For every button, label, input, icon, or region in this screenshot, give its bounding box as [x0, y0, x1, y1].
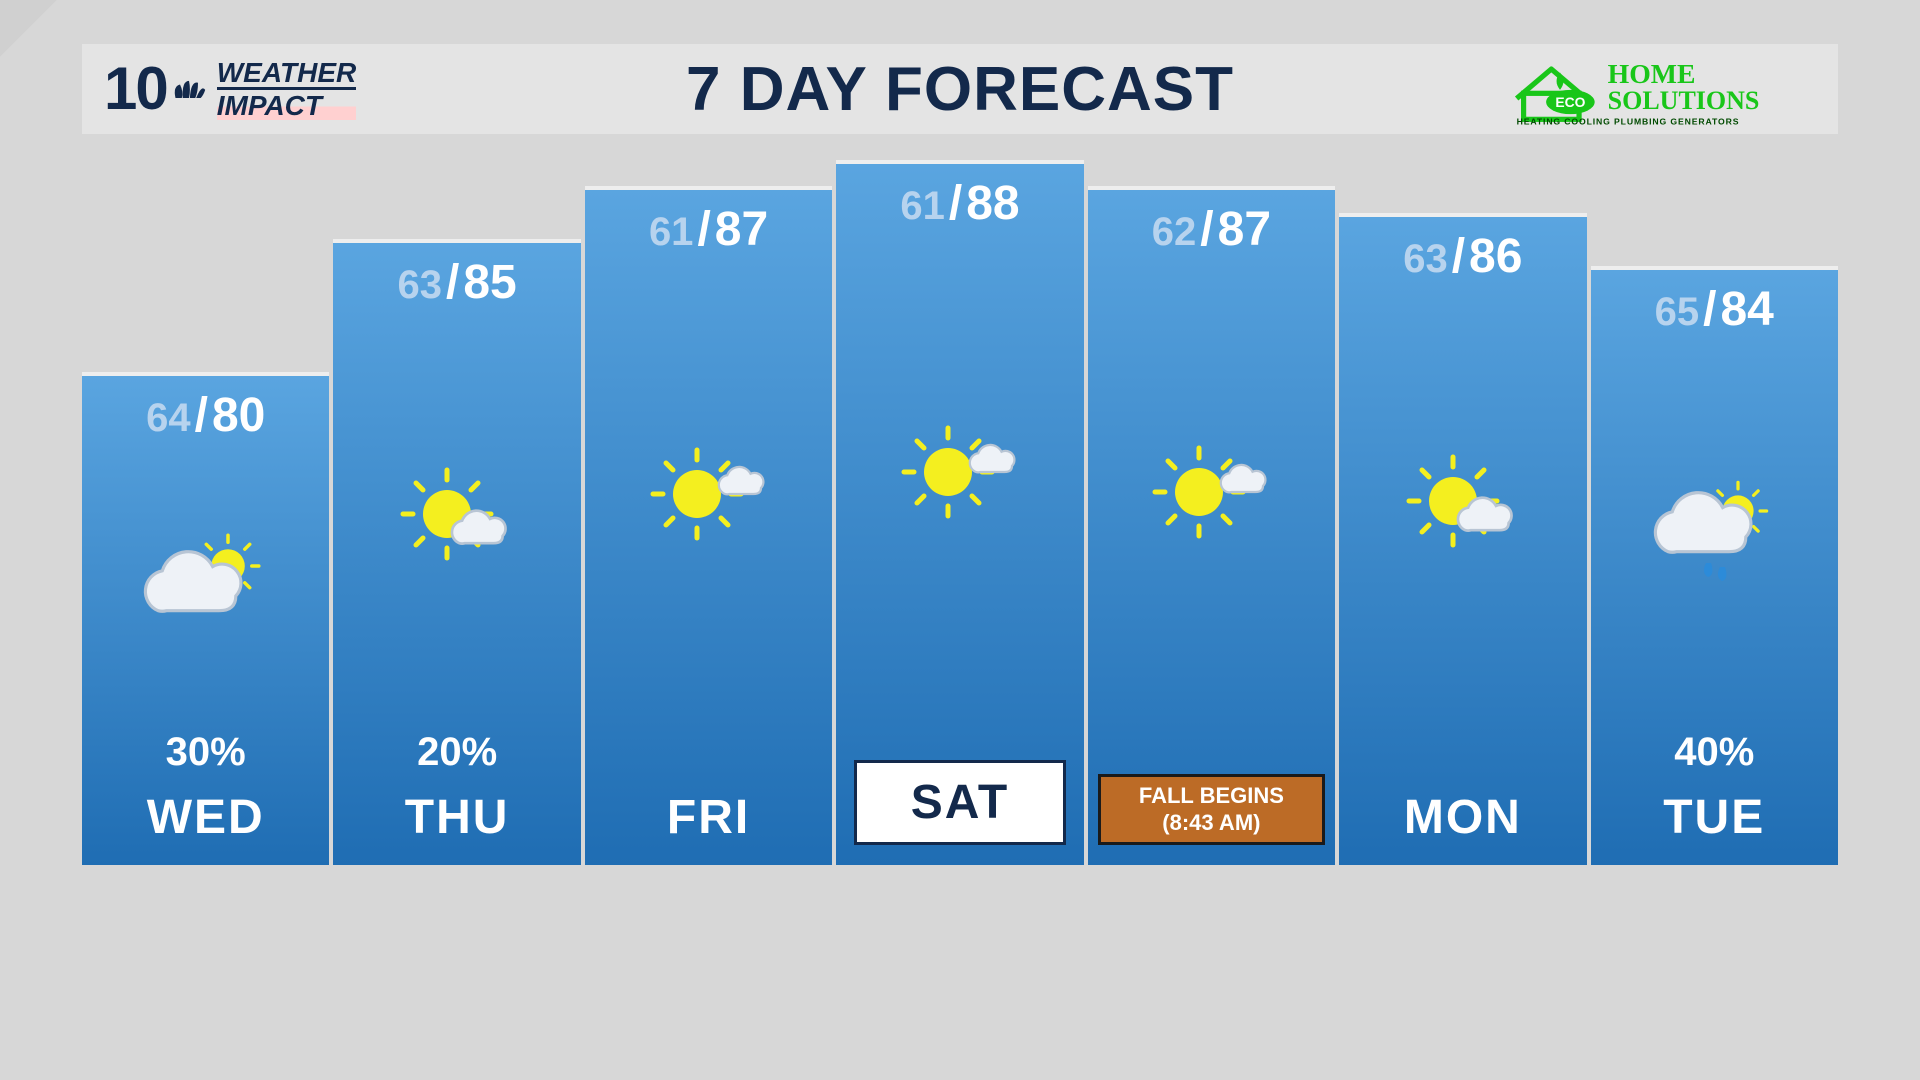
- day-label: TUE: [1591, 778, 1838, 865]
- high-temp: 80: [212, 388, 265, 443]
- forecast-day-5: 63/86 MON: [1339, 213, 1586, 865]
- svg-text:SOLUTIONS: SOLUTIONS: [1608, 86, 1760, 115]
- day-label: FRI: [585, 778, 832, 865]
- precip-chance: 20%: [417, 730, 497, 778]
- low-temp: 64: [146, 396, 191, 441]
- day-label: THU: [333, 778, 580, 865]
- svg-text:HOME: HOME: [1608, 58, 1696, 89]
- sun-cloud-icon: [1339, 284, 1586, 730]
- temps: 65/84: [1655, 282, 1774, 337]
- high-temp: 86: [1469, 229, 1522, 284]
- low-temp: 61: [900, 184, 945, 229]
- day-label: SAT: [854, 760, 1067, 845]
- day-label: WED: [82, 778, 329, 865]
- precip-chance: 40%: [1674, 730, 1754, 778]
- day-label: MON: [1339, 778, 1586, 865]
- forecast-day-0: 64/80 30%WED: [82, 372, 329, 866]
- low-temp: 62: [1152, 210, 1197, 255]
- precip-chance: 30%: [166, 730, 246, 778]
- forecast-day-2: 61/87 FRI: [585, 186, 832, 865]
- svg-text:ECO: ECO: [1555, 94, 1585, 110]
- forecast-day-6: 65/84 40%TUE: [1591, 266, 1838, 865]
- cloud-sun-icon: [82, 443, 329, 731]
- temps: 63/85: [398, 255, 517, 310]
- low-temp: 65: [1655, 290, 1700, 335]
- temps: 62/87: [1152, 202, 1271, 257]
- forecast-day-1: 63/85 20%THU: [333, 239, 580, 865]
- temps: 64/80: [146, 388, 265, 443]
- high-temp: 87: [715, 202, 768, 257]
- sun-cloud-icon: [333, 310, 580, 730]
- cloud-sun-rain-icon: [1591, 337, 1838, 730]
- temps: 61/88: [900, 176, 1019, 231]
- mostly-sunny-icon: [1088, 257, 1335, 726]
- temps: 61/87: [649, 202, 768, 257]
- mostly-sunny-icon: [585, 257, 832, 730]
- mostly-sunny-icon: [836, 231, 1083, 712]
- high-temp: 85: [463, 255, 516, 310]
- low-temp: 61: [649, 210, 694, 255]
- forecast-day-4: 62/87 FALL BEGINS(8:43 AM): [1088, 186, 1335, 865]
- low-temp: 63: [398, 263, 443, 308]
- forecast-day-3: 61/88 SAT: [836, 160, 1083, 865]
- low-temp: 63: [1403, 237, 1448, 282]
- high-temp: 88: [966, 176, 1019, 231]
- sponsor-logo: ECO HOME SOLUTIONS HEATING COOLING PLUMB…: [1508, 50, 1820, 128]
- svg-text:HEATING COOLING PLUMBING GE: HEATING COOLING PLUMBING GENERATORS: [1517, 117, 1740, 127]
- temps: 63/86: [1403, 229, 1522, 284]
- forecast-chart: 64/80 30%WED63/85 20%THU61/87 FRI61/88 S…: [82, 160, 1838, 865]
- high-temp: 84: [1720, 282, 1773, 337]
- day-label: FALL BEGINS(8:43 AM): [1098, 774, 1326, 845]
- header-bar: 10 WEATHER IMPACT 7 DAY FORECAST ECO HOM…: [82, 44, 1838, 134]
- high-temp: 87: [1218, 202, 1271, 257]
- weather-graphic: 10 WEATHER IMPACT 7 DAY FORECAST ECO HOM…: [0, 0, 1920, 1080]
